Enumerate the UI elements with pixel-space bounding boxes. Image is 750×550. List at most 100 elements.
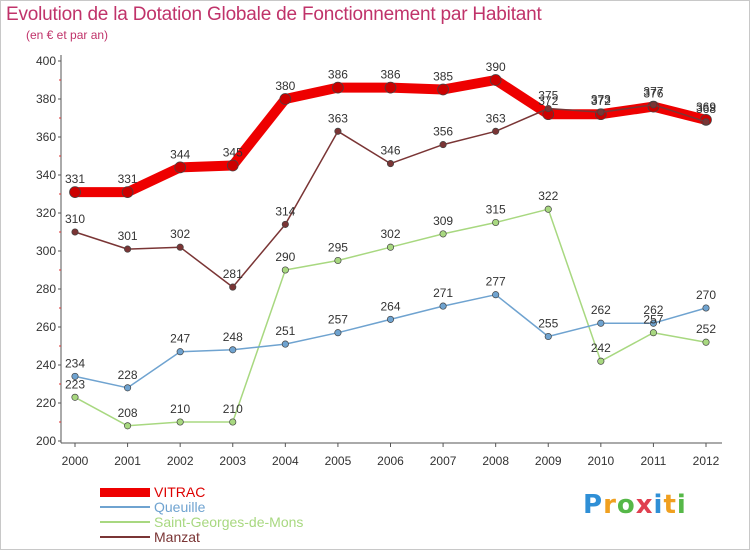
data-label: 255 bbox=[538, 317, 558, 331]
data-point bbox=[176, 418, 184, 426]
data-point bbox=[229, 418, 237, 426]
x-tick-label: 2011 bbox=[641, 454, 667, 468]
data-label: 314 bbox=[275, 204, 295, 218]
data-point bbox=[439, 141, 447, 149]
data-label: 376 bbox=[643, 87, 663, 101]
data-point bbox=[229, 346, 237, 354]
data-label: 248 bbox=[223, 330, 243, 344]
data-label: 277 bbox=[486, 275, 506, 289]
data-label: 252 bbox=[696, 322, 716, 336]
chart-subtitle: (en € et par an) bbox=[26, 28, 109, 42]
legend-swatch bbox=[100, 506, 150, 508]
data-point bbox=[544, 332, 552, 341]
data-label: 234 bbox=[65, 356, 85, 370]
data-point bbox=[334, 127, 342, 135]
data-point bbox=[384, 81, 397, 94]
data-label: 309 bbox=[433, 214, 453, 228]
y-tick-label: 240 bbox=[36, 358, 56, 372]
legend-label: Saint-Georges-de-Mons bbox=[154, 514, 304, 530]
data-label: 242 bbox=[591, 341, 611, 355]
legend-swatch bbox=[100, 487, 150, 497]
data-point bbox=[439, 302, 447, 310]
chart-title: Evolution de la Dotation Globale de Fonc… bbox=[6, 4, 542, 25]
data-point bbox=[71, 372, 79, 380]
data-label: 302 bbox=[380, 227, 400, 241]
data-point bbox=[176, 243, 184, 251]
data-label: 386 bbox=[328, 68, 348, 82]
data-point bbox=[334, 256, 342, 265]
x-tick-label: 2007 bbox=[430, 454, 457, 468]
y-tick-label: 200 bbox=[36, 434, 56, 448]
data-label: 363 bbox=[486, 111, 506, 125]
data-label: 315 bbox=[486, 203, 506, 217]
x-tick-label: 2005 bbox=[325, 454, 352, 468]
data-label: 271 bbox=[433, 286, 453, 300]
legend-label: Queuille bbox=[154, 499, 206, 515]
data-point bbox=[71, 393, 79, 401]
series-line bbox=[74, 103, 707, 288]
data-point bbox=[69, 186, 81, 198]
data-label: 262 bbox=[643, 303, 663, 317]
data-point bbox=[597, 357, 605, 365]
y-tick-label: 400 bbox=[36, 54, 56, 68]
legend-label: VITRAC bbox=[154, 484, 206, 500]
data-point bbox=[492, 127, 500, 135]
data-point bbox=[124, 384, 132, 392]
data-label: 208 bbox=[118, 406, 138, 420]
x-tick-label: 2012 bbox=[693, 454, 720, 468]
data-label: 310 bbox=[65, 212, 85, 226]
data-point bbox=[597, 319, 605, 327]
data-point bbox=[544, 205, 552, 213]
data-point bbox=[124, 422, 132, 430]
data-label: 262 bbox=[591, 303, 611, 317]
data-label: 228 bbox=[118, 368, 138, 382]
data-label: 390 bbox=[486, 60, 506, 74]
data-point bbox=[332, 81, 344, 94]
y-tick-label: 320 bbox=[36, 206, 56, 220]
data-point bbox=[386, 243, 395, 251]
data-label: 368 bbox=[696, 102, 716, 116]
data-point bbox=[544, 104, 552, 113]
data-point bbox=[492, 218, 500, 227]
x-tick-label: 2009 bbox=[535, 454, 562, 468]
data-point bbox=[71, 228, 79, 236]
y-tick-label: 380 bbox=[36, 92, 56, 106]
data-point bbox=[334, 329, 342, 337]
y-tick-label: 260 bbox=[36, 320, 56, 334]
data-label: 344 bbox=[170, 147, 190, 161]
data-point bbox=[437, 83, 449, 96]
data-label: 223 bbox=[65, 377, 85, 391]
data-point bbox=[281, 220, 289, 228]
data-point bbox=[226, 159, 239, 172]
data-point bbox=[386, 160, 395, 168]
data-label: 331 bbox=[65, 172, 85, 186]
data-label: 372 bbox=[538, 94, 558, 108]
legend-label: Manzat bbox=[154, 529, 200, 545]
data-label: 372 bbox=[591, 94, 611, 108]
data-label: 251 bbox=[275, 324, 295, 338]
line-chart: 200 220 240 260 280 300 320 340 360 380 400 2000 200… bbox=[36, 54, 722, 468]
data-label: 257 bbox=[643, 313, 663, 327]
y-tick-label: 280 bbox=[36, 282, 56, 296]
legend-swatch bbox=[100, 536, 150, 538]
data-label: 380 bbox=[275, 79, 295, 93]
data-point bbox=[702, 338, 710, 346]
data-point bbox=[279, 93, 292, 105]
proxiti-logo: Proxiti bbox=[583, 490, 687, 520]
data-label: 385 bbox=[433, 70, 453, 84]
data-label: 290 bbox=[275, 250, 295, 264]
data-point bbox=[649, 329, 657, 337]
data-label: 373 bbox=[591, 92, 611, 106]
data-point bbox=[702, 304, 710, 312]
data-label: 257 bbox=[328, 313, 348, 327]
data-label: 363 bbox=[328, 111, 348, 125]
x-tick-label: 2010 bbox=[587, 454, 614, 468]
y-tick-label: 360 bbox=[36, 130, 56, 144]
data-point bbox=[702, 118, 710, 126]
data-point bbox=[492, 291, 500, 299]
data-label: 247 bbox=[170, 332, 190, 346]
data-point bbox=[124, 245, 132, 253]
data-label: 377 bbox=[643, 85, 663, 99]
series-line bbox=[70, 75, 711, 198]
data-point bbox=[597, 108, 605, 116]
